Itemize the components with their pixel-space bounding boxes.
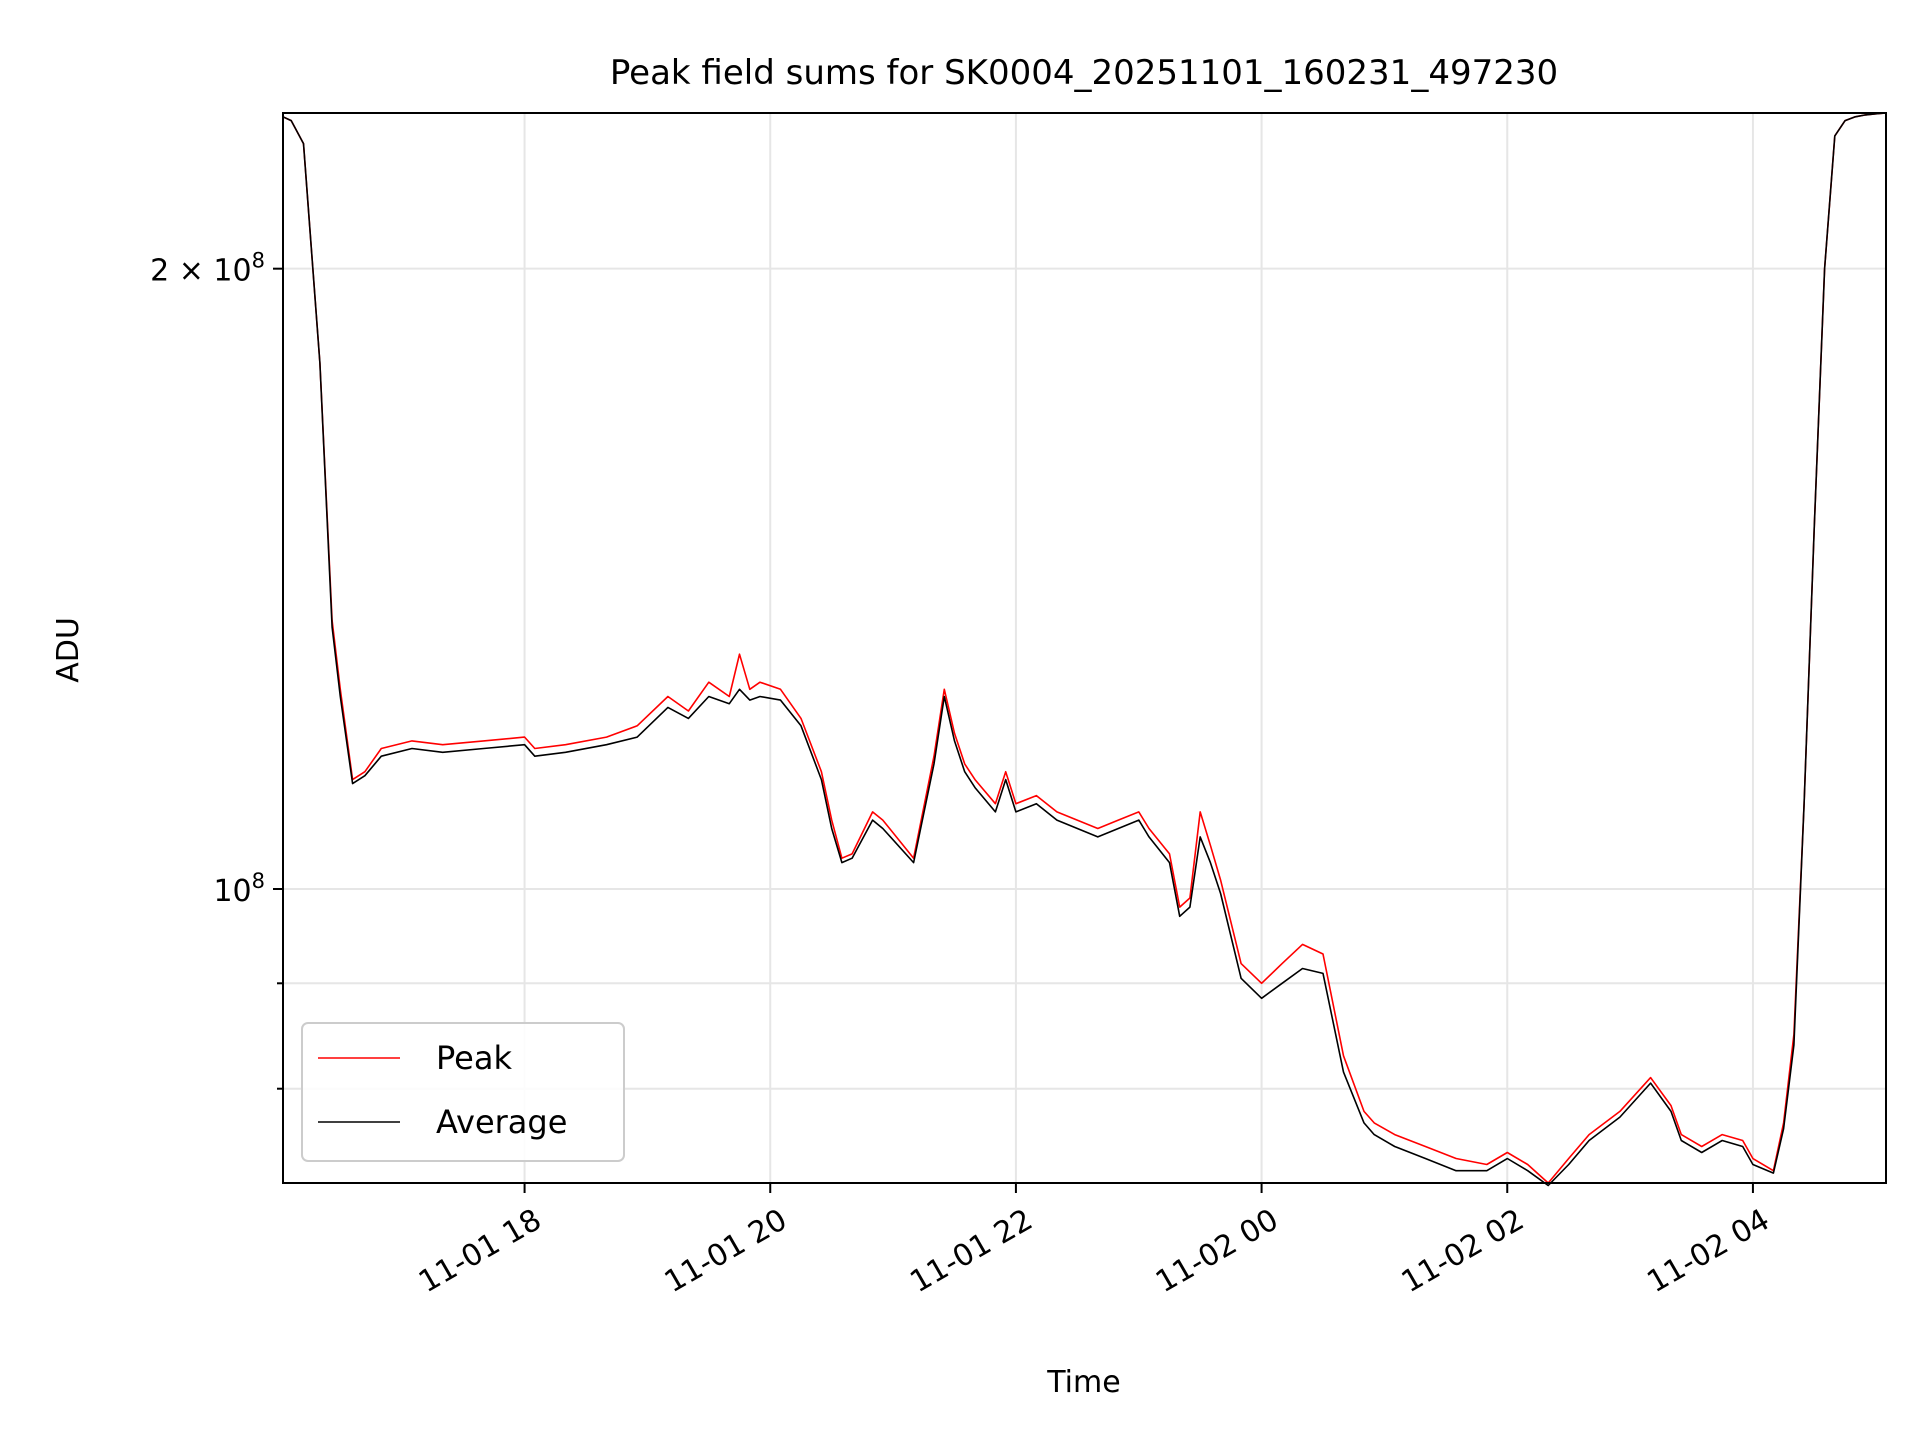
y-axis-ticks: 108 2 × 108 [150, 249, 283, 1090]
series-layer [282, 112, 1887, 1187]
y-tick-label: 2 × 108 [150, 249, 265, 289]
legend-label-peak: Peak [436, 1039, 512, 1077]
y-axis-label: ADU [51, 617, 86, 683]
series-line-average [282, 112, 1887, 1187]
y-tick-label: 108 [213, 869, 265, 909]
x-axis-label: Time [1046, 1365, 1120, 1400]
chart-title: Peak field sums for SK0004_20251101_1602… [610, 53, 1558, 93]
legend-label-average: Average [436, 1103, 567, 1141]
series-line-peak [282, 112, 1887, 1184]
legend: Peak Average [301, 1022, 625, 1162]
series-average [282, 112, 1887, 1187]
series-peak [282, 112, 1887, 1184]
plot-frame [282, 112, 1887, 1184]
grid [283, 113, 1886, 1183]
